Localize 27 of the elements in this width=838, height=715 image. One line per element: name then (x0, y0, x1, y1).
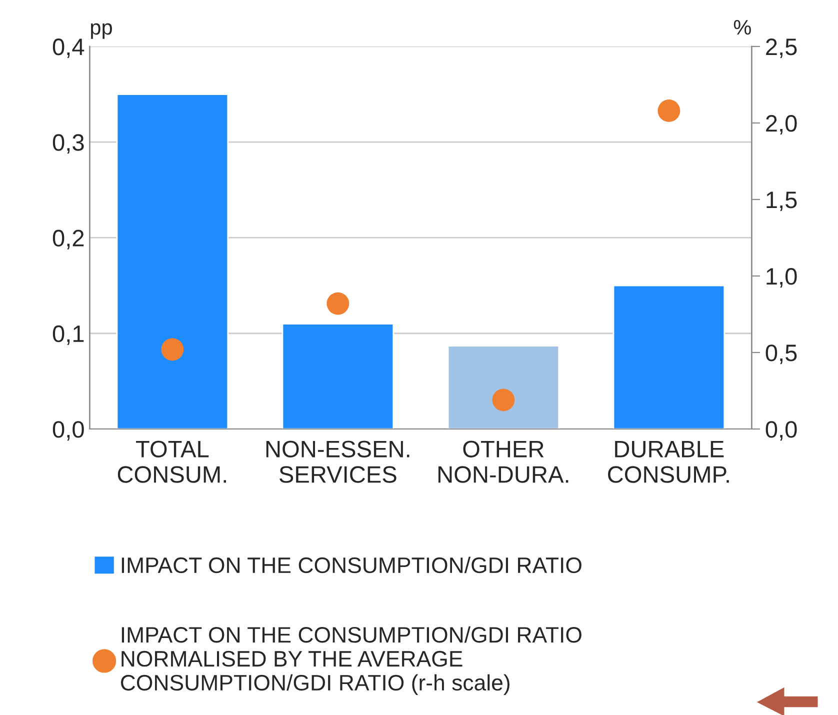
bar (612, 284, 726, 429)
legend-label: IMPACT ON THE CONSUMPTION/GDI RATIO (122, 556, 582, 574)
y-axis-title: pp (91, 23, 112, 39)
x-tick-label: TOTAL CONSUM. (118, 440, 226, 483)
y2-axis-title: % (734, 20, 751, 35)
x-tick-label: NON-ESSEN. SERVICES (266, 440, 410, 483)
y-tick-label: 0,0 (52, 421, 84, 441)
y2-tick-label: 0,0 (766, 421, 797, 441)
y-tick-label: 0,4 (52, 38, 84, 58)
x-tick-label: OTHER NON-DURA. (438, 440, 568, 483)
y-tick-label: 0,2 (52, 230, 84, 250)
y-tick-label: 0,1 (52, 325, 84, 345)
x-tick-label: DURABLE CONSUMP. (608, 440, 729, 483)
y2-tick-label: 1,5 (766, 192, 797, 212)
point (492, 388, 515, 412)
point (658, 100, 680, 122)
y-tick-label: 0,3 (52, 134, 84, 154)
y2-tick-label: 2,0 (766, 115, 797, 135)
point (326, 292, 350, 315)
bar (447, 345, 560, 429)
point (161, 338, 184, 361)
y2-tick-label: 1,0 (766, 268, 797, 288)
y2-tick-label: 0,5 (766, 344, 797, 364)
y2-tick-label: 2,5 (766, 38, 797, 58)
bar (282, 323, 394, 429)
bar (116, 94, 229, 429)
legend-label: IMPACT ON THE CONSUMPTION/GDI RATIO NORMALISED BY THE AVERAGE CONSUMPTION/GDI RATIO (r-h scale) (120, 626, 582, 695)
